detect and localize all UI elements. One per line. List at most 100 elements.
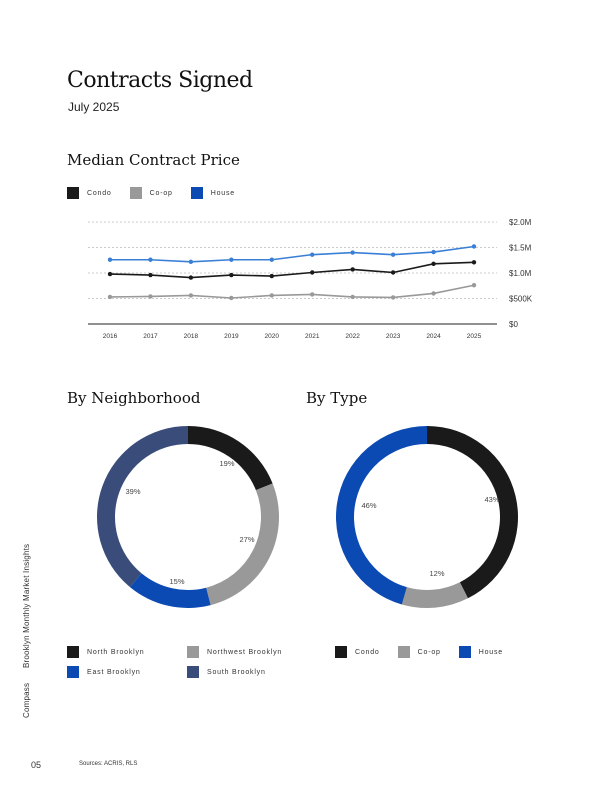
type-slice-label: 12% <box>429 569 444 578</box>
legend-item-type-house: House <box>458 646 503 658</box>
page-number: 05 <box>31 760 42 770</box>
x-tick-label: 2022 <box>345 333 360 340</box>
neighborhood-chart-title: By Neighborhood <box>67 389 201 407</box>
neighborhood-slice-northwest-brooklyn <box>206 483 279 606</box>
side-brand-label: Compass <box>22 682 31 718</box>
type-chart-title: By Type <box>306 389 368 407</box>
coop-data-point <box>229 295 234 301</box>
type-slice-label: 43% <box>484 495 499 504</box>
x-tick-label: 2023 <box>386 333 401 340</box>
condo-data-point <box>188 275 194 280</box>
legend-label-house: House <box>210 189 235 197</box>
condo-data-point <box>390 270 396 275</box>
house-series-line <box>110 245 475 263</box>
house-data-point <box>229 257 234 262</box>
type-slice-co-op <box>401 582 468 608</box>
condo-series-line <box>109 261 475 279</box>
house-data-point <box>269 257 274 262</box>
line-chart-legend: Condo Co-op House <box>67 187 253 199</box>
legend-swatch-type-house <box>458 646 471 658</box>
condo-data-point <box>310 270 315 275</box>
x-tick-label: 2020 <box>265 333 280 340</box>
legend-label-south-brooklyn: South Brooklyn <box>207 668 266 676</box>
y-tick-label: $1.5M <box>509 244 532 253</box>
house-data-point <box>310 252 315 257</box>
legend-item-type-condo: Condo <box>335 646 380 658</box>
x-tick-label: 2024 <box>426 333 441 340</box>
condo-data-point <box>350 267 355 272</box>
legend-item-north-brooklyn: North Brooklyn <box>67 646 187 658</box>
side-publication-label: Brooklyn Monthly Market Insights <box>22 543 31 668</box>
legend-label-condo: Condo <box>87 189 112 197</box>
x-tick-label: 2018 <box>184 333 199 340</box>
condo-data-point <box>107 271 113 277</box>
coop-data-point <box>188 293 194 298</box>
y-tick-label: $2.0M <box>509 218 532 227</box>
coop-data-point <box>471 283 477 288</box>
legend-label-east-brooklyn: East Brooklyn <box>87 668 141 676</box>
legend-label-coop: Co-op <box>149 189 173 197</box>
neighborhood-slice-south-brooklyn <box>97 426 188 588</box>
house-data-point <box>471 244 477 249</box>
house-data-point <box>390 252 396 257</box>
condo-data-point <box>148 272 153 278</box>
coop-data-point <box>350 294 355 300</box>
condo-data-point <box>431 261 436 267</box>
legend-item-condo: Condo <box>67 187 112 199</box>
x-tick-label: 2025 <box>467 333 482 340</box>
coop-data-point <box>390 295 396 300</box>
legend-swatch-east-brooklyn <box>67 666 79 678</box>
x-tick-label: 2017 <box>143 333 158 340</box>
type-slice-label: 46% <box>361 501 376 510</box>
legend-swatch-type-coop <box>397 646 410 658</box>
house-data-point <box>350 250 355 255</box>
legend-label-type-condo: Condo <box>355 648 380 656</box>
neighborhood-slice-label: 39% <box>125 487 140 496</box>
legend-swatch-south-brooklyn <box>187 666 199 678</box>
legend-item-coop: Co-op <box>129 187 173 199</box>
coop-data-point <box>107 294 113 300</box>
legend-swatch-north-brooklyn <box>67 646 79 658</box>
condo-data-point <box>269 273 274 279</box>
neighborhood-legend: North Brooklyn Northwest Brooklyn East B… <box>67 646 307 678</box>
coop-data-point <box>269 293 274 298</box>
type-slice-house <box>336 426 427 605</box>
legend-item-type-coop: Co-op <box>397 646 441 658</box>
neighborhood-slice-north-brooklyn <box>188 426 273 491</box>
legend-item-house: House <box>190 187 235 199</box>
coop-data-point <box>148 294 153 299</box>
house-data-point <box>431 249 436 255</box>
house-data-point <box>107 257 113 262</box>
coop-data-point <box>431 291 436 296</box>
x-tick-label: 2021 <box>305 333 320 340</box>
y-tick-label: $1.0M <box>509 269 532 278</box>
page-subtitle: July 2025 <box>68 100 120 114</box>
y-tick-label: $500K <box>509 295 533 304</box>
legend-swatch-house <box>190 187 203 199</box>
x-tick-label: 2016 <box>103 333 118 340</box>
coop-data-point <box>310 292 315 297</box>
x-tick-label: 2019 <box>224 333 239 340</box>
neighborhood-slice-label: 27% <box>239 535 254 544</box>
condo-data-point <box>229 272 234 278</box>
sources-note: Sources: ACRIS, RLS <box>79 761 138 767</box>
type-legend: Condo Co-op House <box>335 646 521 658</box>
legend-swatch-condo <box>67 187 79 199</box>
type-slice-condo <box>427 426 518 599</box>
legend-swatch-northwest-brooklyn <box>187 646 199 658</box>
line-chart-title: Median Contract Price <box>67 151 240 169</box>
legend-swatch-coop <box>129 187 142 199</box>
legend-item-south-brooklyn: South Brooklyn <box>187 666 307 678</box>
neighborhood-slice-label: 15% <box>169 577 184 586</box>
coop-series-line <box>109 284 475 299</box>
house-data-point <box>188 259 194 264</box>
neighborhood-slice-east-brooklyn <box>129 573 211 608</box>
y-tick-label: $0 <box>509 320 518 329</box>
legend-label-type-coop: Co-op <box>417 648 441 656</box>
legend-label-northwest-brooklyn: Northwest Brooklyn <box>207 648 283 656</box>
page-title: Contracts Signed <box>67 68 253 93</box>
neighborhood-slice-label: 19% <box>219 459 234 468</box>
